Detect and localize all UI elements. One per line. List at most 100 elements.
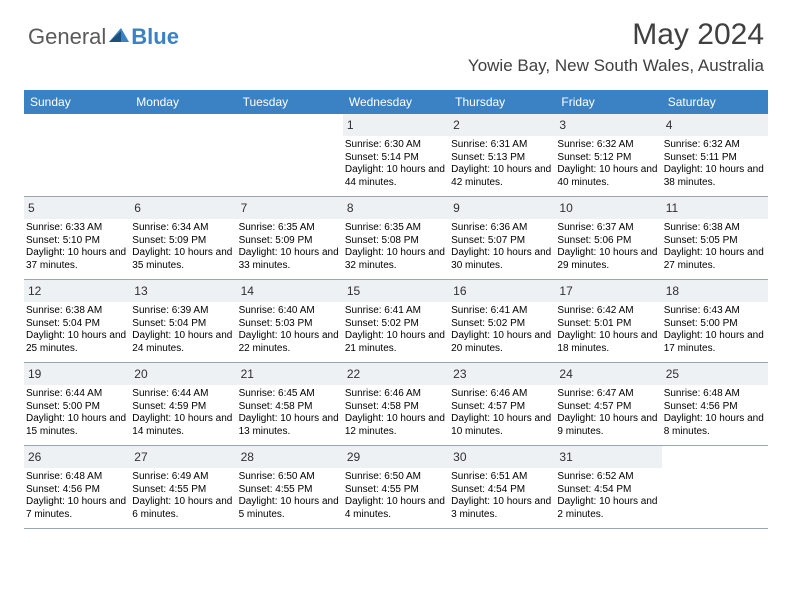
daynum-bg: 9: [449, 197, 555, 219]
day-number: 27: [134, 450, 147, 464]
daynum-bg: 16: [449, 280, 555, 302]
daynum-bg: 1: [343, 114, 449, 136]
daynum-bg: 3: [555, 114, 661, 136]
weekday-label: Wednesday: [343, 90, 449, 114]
calendar-cell: 19 Sunrise: 6:44 AMSunset: 5:00 PMDayligh…: [24, 363, 130, 445]
daynum-bg: 15: [343, 280, 449, 302]
weekday-header: SundayMondayTuesdayWednesdayThursdayFrid…: [24, 90, 768, 114]
day-info: Sunrise: 6:42 AMSunset: 5:01 PMDaylight:…: [557, 305, 659, 355]
day-number: 2: [453, 118, 460, 132]
day-info: Sunrise: 6:40 AMSunset: 5:03 PMDaylight:…: [239, 305, 341, 355]
day-info: Sunrise: 6:48 AMSunset: 4:56 PMDaylight:…: [26, 471, 128, 521]
day-number: [134, 118, 137, 132]
daynum-bg: 7: [237, 197, 343, 219]
daynum-bg: 19: [24, 363, 130, 385]
calendar-body: 1Sunrise: 6:30 AMSunset: 5:14 PMDaylight…: [24, 114, 768, 529]
daynum-bg: 26: [24, 446, 130, 468]
day-number: 23: [453, 367, 466, 381]
day-number: 7: [241, 201, 248, 215]
day-number: 3: [559, 118, 566, 132]
calendar-cell: 17 Sunrise: 6:42 AMSunset: 5:01 PMDayligh…: [555, 280, 661, 362]
daynum-bg: 24: [555, 363, 661, 385]
calendar-cell: 21 Sunrise: 6:45 AMSunset: 4:58 PMDayligh…: [237, 363, 343, 445]
day-number: 5: [28, 201, 35, 215]
day-info: Sunrise: 6:37 AMSunset: 5:06 PMDaylight:…: [557, 222, 659, 272]
calendar-cell: 16 Sunrise: 6:41 AMSunset: 5:02 PMDayligh…: [449, 280, 555, 362]
day-number: [28, 118, 31, 132]
weekday-label: Friday: [555, 90, 661, 114]
weekday-label: Saturday: [662, 90, 768, 114]
day-number: 21: [241, 367, 254, 381]
day-number: 28: [241, 450, 254, 464]
day-info: Sunrise: 6:32 AMSunset: 5:12 PMDaylight:…: [557, 139, 659, 189]
calendar-week: 19 Sunrise: 6:44 AMSunset: 5:00 PMDayligh…: [24, 363, 768, 446]
daynum-bg: 29: [343, 446, 449, 468]
calendar-cell: 15 Sunrise: 6:41 AMSunset: 5:02 PMDayligh…: [343, 280, 449, 362]
location: Yowie Bay, New South Wales, Australia: [468, 56, 764, 76]
daynum-bg: 20: [130, 363, 236, 385]
calendar-cell: 23 Sunrise: 6:46 AMSunset: 4:57 PMDayligh…: [449, 363, 555, 445]
day-number: 26: [28, 450, 41, 464]
day-number: [241, 118, 244, 132]
title-block: May 2024 Yowie Bay, New South Wales, Aus…: [468, 18, 764, 76]
day-info: Sunrise: 6:36 AMSunset: 5:07 PMDaylight:…: [451, 222, 553, 272]
daynum-bg: 27: [130, 446, 236, 468]
calendar-cell: [130, 114, 236, 196]
calendar-cell: 26 Sunrise: 6:48 AMSunset: 4:56 PMDayligh…: [24, 446, 130, 528]
calendar-cell: 8Sunrise: 6:35 AMSunset: 5:08 PMDaylight…: [343, 197, 449, 279]
calendar-cell: 1Sunrise: 6:30 AMSunset: 5:14 PMDaylight…: [343, 114, 449, 196]
daynum-bg: [662, 446, 768, 468]
weekday-label: Tuesday: [237, 90, 343, 114]
weekday-label: Sunday: [24, 90, 130, 114]
logo-text-general: General: [28, 24, 106, 50]
daynum-bg: 30: [449, 446, 555, 468]
daynum-bg: 17: [555, 280, 661, 302]
weekday-label: Monday: [130, 90, 236, 114]
day-info: Sunrise: 6:46 AMSunset: 4:57 PMDaylight:…: [451, 388, 553, 438]
day-info: Sunrise: 6:44 AMSunset: 5:00 PMDaylight:…: [26, 388, 128, 438]
calendar-cell: [24, 114, 130, 196]
day-info: Sunrise: 6:45 AMSunset: 4:58 PMDaylight:…: [239, 388, 341, 438]
calendar-cell: 6 Sunrise: 6:34 AMSunset: 5:09 PMDaylight…: [130, 197, 236, 279]
day-info: Sunrise: 6:51 AMSunset: 4:54 PMDaylight:…: [451, 471, 553, 521]
calendar-cell: 4Sunrise: 6:32 AMSunset: 5:11 PMDaylight…: [662, 114, 768, 196]
daynum-bg: 28: [237, 446, 343, 468]
day-info: Sunrise: 6:41 AMSunset: 5:02 PMDaylight:…: [345, 305, 447, 355]
calendar-week: 1Sunrise: 6:30 AMSunset: 5:14 PMDaylight…: [24, 114, 768, 197]
day-info: Sunrise: 6:34 AMSunset: 5:09 PMDaylight:…: [132, 222, 234, 272]
day-info: Sunrise: 6:46 AMSunset: 4:58 PMDaylight:…: [345, 388, 447, 438]
day-number: 8: [347, 201, 354, 215]
calendar-cell: 13Sunrise: 6:39 AMSunset: 5:04 PMDayligh…: [130, 280, 236, 362]
daynum-bg: 2: [449, 114, 555, 136]
calendar-cell: 20 Sunrise: 6:44 AMSunset: 4:59 PMDayligh…: [130, 363, 236, 445]
daynum-bg: 22: [343, 363, 449, 385]
daynum-bg: 4: [662, 114, 768, 136]
day-info: Sunrise: 6:31 AMSunset: 5:13 PMDaylight:…: [451, 139, 553, 189]
logo-text-blue: Blue: [131, 24, 179, 50]
day-number: [666, 450, 669, 464]
day-number: 31: [559, 450, 572, 464]
day-info: Sunrise: 6:33 AMSunset: 5:10 PMDaylight:…: [26, 222, 128, 272]
calendar-cell: 22 Sunrise: 6:46 AMSunset: 4:58 PMDayligh…: [343, 363, 449, 445]
calendar: SundayMondayTuesdayWednesdayThursdayFrid…: [24, 90, 768, 529]
daynum-bg: 13: [130, 280, 236, 302]
daynum-bg: 21: [237, 363, 343, 385]
day-number: 10: [559, 201, 572, 215]
day-number: 9: [453, 201, 460, 215]
day-info: Sunrise: 6:44 AMSunset: 4:59 PMDaylight:…: [132, 388, 234, 438]
calendar-cell: [237, 114, 343, 196]
day-info: Sunrise: 6:50 AMSunset: 4:55 PMDaylight:…: [345, 471, 447, 521]
calendar-week: 12Sunrise: 6:38 AMSunset: 5:04 PMDayligh…: [24, 280, 768, 363]
day-number: 30: [453, 450, 466, 464]
calendar-cell: 9 Sunrise: 6:36 AMSunset: 5:07 PMDaylight…: [449, 197, 555, 279]
day-info: Sunrise: 6:41 AMSunset: 5:02 PMDaylight:…: [451, 305, 553, 355]
daynum-bg: [130, 114, 236, 136]
daynum-bg: [237, 114, 343, 136]
calendar-cell: 25Sunrise: 6:48 AMSunset: 4:56 PMDayligh…: [662, 363, 768, 445]
daynum-bg: 6: [130, 197, 236, 219]
header: General Blue May 2024 Yowie Bay, New Sou…: [0, 0, 792, 80]
daynum-bg: 5: [24, 197, 130, 219]
daynum-bg: 12: [24, 280, 130, 302]
daynum-bg: 8: [343, 197, 449, 219]
calendar-cell: 29 Sunrise: 6:50 AMSunset: 4:55 PMDayligh…: [343, 446, 449, 528]
